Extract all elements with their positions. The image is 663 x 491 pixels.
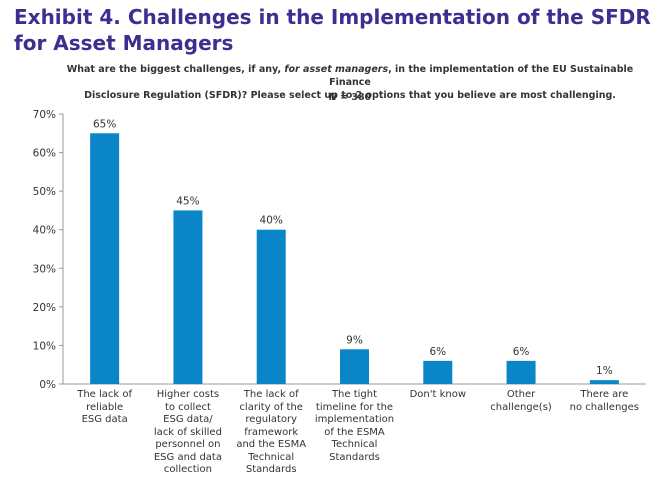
x-category-label-line: timeline for the [315, 401, 394, 413]
y-tick-label: 70% [33, 109, 56, 121]
bar [256, 229, 286, 384]
x-category-label-line: to collect [164, 401, 211, 413]
x-category-label-line: Technical [331, 439, 378, 450]
x-category-label-line: of the ESMA [324, 426, 385, 438]
x-category-label-line: clarity of the [239, 401, 303, 413]
sample-size-value: = 380 [336, 92, 372, 103]
y-tick-label: 50% [33, 186, 56, 198]
x-category-label-line: personnel on [155, 439, 221, 450]
x-category-label-line: challenge(s) [490, 401, 552, 413]
x-category-label-line: Technical [248, 451, 295, 463]
bar-value-label: 1% [596, 365, 613, 377]
x-category-label: The lack of reliable ESG data [63, 389, 147, 427]
x-category-label-line: Standards [329, 451, 380, 463]
x-category-label: Higher costs to collect ESG data/lack of s… [146, 389, 230, 477]
survey-question-line-2: Disclosure Regulation (SFDR)? Please sel… [84, 90, 616, 101]
bar-value-label: 9% [346, 334, 363, 346]
bar [340, 349, 369, 384]
y-tick-label: 0% [39, 379, 56, 391]
question-italic: for asset managers [284, 64, 389, 75]
bar [423, 360, 453, 384]
y-tick-label: 20% [33, 302, 56, 314]
x-category-label-line: collection [163, 464, 212, 475]
question-part-2: , in the implementation of the EU Sustai… [329, 64, 634, 88]
x-category-label-line: There are [580, 389, 629, 400]
bar-value-label: 6% [513, 346, 530, 358]
bar [173, 210, 203, 384]
x-category-label-line: reliable [86, 401, 124, 413]
y-tick-label: 40% [33, 225, 56, 237]
sample-size-label: N [328, 92, 337, 103]
bar [589, 380, 619, 384]
bar-value-label: 40% [260, 215, 283, 227]
x-category-label-line: Higher costs [156, 389, 220, 400]
x-category-label-line: no challenges [569, 401, 640, 413]
x-category-label-line: The lack of [243, 389, 299, 400]
chart-title-line-1: Exhibit 4. Challenges in the Implementat… [14, 5, 651, 29]
bar-value-label: 6% [429, 346, 446, 358]
x-category-label: The lack of clarity of the regulatory frame… [229, 389, 313, 477]
x-category-label: Other challenge(s) [479, 389, 563, 414]
x-category-label-line: and the ESMA [236, 439, 307, 450]
x-category-label-line: Don't know [409, 389, 466, 400]
bar [90, 133, 120, 384]
x-category-label-line: Standards [245, 464, 297, 475]
x-category-label-line: The lack of [77, 389, 133, 400]
y-tick-label: 10% [33, 340, 56, 352]
x-category-label-line: framework [244, 426, 299, 438]
y-tick-label: 30% [33, 263, 56, 275]
survey-question-line-1: What are the biggest challenges, if any,… [60, 63, 640, 89]
y-tick-label: 60% [33, 148, 56, 160]
survey-question: What are the biggest challenges, if any,… [60, 63, 640, 102]
chart-title-line-2: for Asset Managers [14, 31, 234, 55]
x-category-label-line: ESG and data [153, 451, 222, 463]
x-category-label-line: lack of skilled [153, 426, 222, 438]
x-category-label-line: Other [506, 389, 536, 400]
x-category-label-line: implementation [314, 414, 395, 425]
x-category-label-line: regulatory [245, 414, 298, 425]
question-part-1: What are the biggest challenges, if any, [66, 64, 285, 75]
x-category-label-line: ESG data [81, 414, 128, 425]
chart-title: Exhibit 4. Challenges in the Implementat… [14, 4, 654, 56]
x-category-label-line: ESG data/ [163, 414, 213, 425]
bar [506, 360, 536, 384]
bar-value-label: 65% [93, 118, 116, 130]
sample-size: N = 380 [60, 92, 640, 103]
x-category-label: Don't know [396, 389, 480, 402]
x-category-label: The tight timeline for the implementation o… [313, 389, 397, 464]
x-category-label: There are no challenges [562, 389, 646, 414]
bar-value-label: 45% [176, 195, 199, 207]
x-category-label-line: The tight [331, 389, 378, 400]
